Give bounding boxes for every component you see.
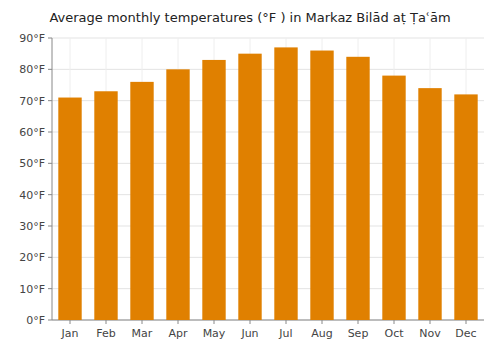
y-tick-label: 60°F [19,126,45,139]
y-tick-label: 20°F [19,251,45,264]
y-tick [48,320,52,321]
y-tick [48,163,52,164]
x-tick-label: Oct [384,327,404,340]
y-tick [48,194,52,195]
x-tick-label: Jun [240,327,258,340]
y-tick [48,100,52,101]
bar [166,69,189,320]
y-tick-label: 80°F [19,63,45,76]
bar [238,54,261,320]
y-tick [48,288,52,289]
bar [310,51,333,320]
y-tick-label: 30°F [19,220,45,233]
x-tick-label: Jan [61,327,79,340]
y-tick [48,69,52,70]
y-tick-label: 0°F [26,314,45,327]
bars [58,47,477,320]
x-tick-label: Feb [96,327,115,340]
x-tick [178,320,179,324]
x-tick-label: Jul [278,327,292,340]
x-tick [286,320,287,324]
y-grid-line [52,38,484,39]
bar [58,98,81,320]
y-tick-label: 70°F [19,95,45,108]
y-tick [48,132,52,133]
chart-title: Average monthly temperatures (°F ) in Ma… [49,10,450,25]
x-tick [142,320,143,324]
chart-svg: Average monthly temperatures (°F ) in Ma… [0,0,500,350]
bar [274,47,297,320]
x-tick [466,320,467,324]
x-tick [394,320,395,324]
y-tick [48,257,52,258]
x-tick-label: Aug [311,327,332,340]
axes: 0°F 10°F 20°F 30°F 40°F 50°F 60°F 70°F 80°F 90°F J… [19,32,484,340]
y-tick [48,226,52,227]
y-tick-label: 10°F [19,283,45,296]
bar [382,76,405,320]
x-tick [322,320,323,324]
x-tick-label: Mar [132,327,153,340]
x-tick [70,320,71,324]
x-tick-label: Dec [455,327,476,340]
y-tick-label: 50°F [19,157,45,170]
bar [94,91,117,320]
x-tick [430,320,431,324]
y-axis-line [52,38,53,320]
chart-container: Average monthly temperatures (°F ) in Ma… [0,0,500,350]
bar [346,57,369,320]
y-tick-label: 90°F [19,32,45,45]
y-tick-label: 40°F [19,189,45,202]
x-tick-label: Sep [348,327,369,340]
x-tick-label: Apr [168,327,188,340]
bar [454,94,477,320]
y-tick [48,38,52,39]
x-tick [250,320,251,324]
x-tick [214,320,215,324]
x-tick [358,320,359,324]
grid [52,38,484,320]
y-grid-line [52,69,484,70]
bar [202,60,225,320]
x-tick-label: May [203,327,226,340]
x-tick-label: Nov [419,327,441,340]
bar [418,88,441,320]
bar [130,82,153,320]
x-tick [106,320,107,324]
